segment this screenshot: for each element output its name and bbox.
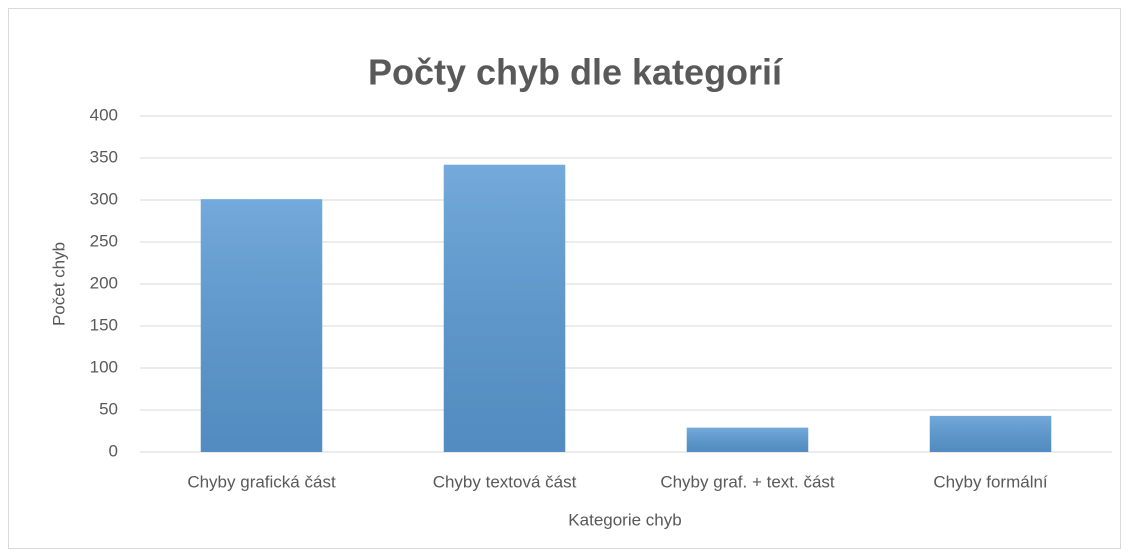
y-tick-label: 50	[99, 399, 118, 418]
y-tick-label: 100	[90, 357, 118, 376]
bar-shade	[686, 427, 809, 452]
x-axis-label: Kategorie chyb	[568, 510, 681, 529]
y-tick-label: 350	[90, 147, 118, 166]
bar-shade	[929, 415, 1052, 452]
x-tick-label: Chyby grafická část	[187, 472, 336, 491]
y-tick-label: 250	[90, 231, 118, 250]
y-tick-label: 200	[90, 273, 118, 292]
x-tick-label: Chyby graf. + text. část	[660, 472, 835, 491]
y-axis-label: Počet chyb	[49, 242, 68, 326]
y-tick-label: 400	[90, 105, 118, 124]
chart-title: Počty chyb dle kategorií	[368, 52, 783, 93]
bar-shade	[443, 164, 566, 452]
x-tick-label: Chyby formální	[933, 472, 1048, 491]
bar-shade	[200, 199, 323, 452]
y-tick-label: 300	[90, 189, 118, 208]
y-tick-label: 0	[109, 441, 118, 460]
x-tick-label: Chyby textová část	[433, 472, 577, 491]
y-tick-label: 150	[90, 315, 118, 334]
